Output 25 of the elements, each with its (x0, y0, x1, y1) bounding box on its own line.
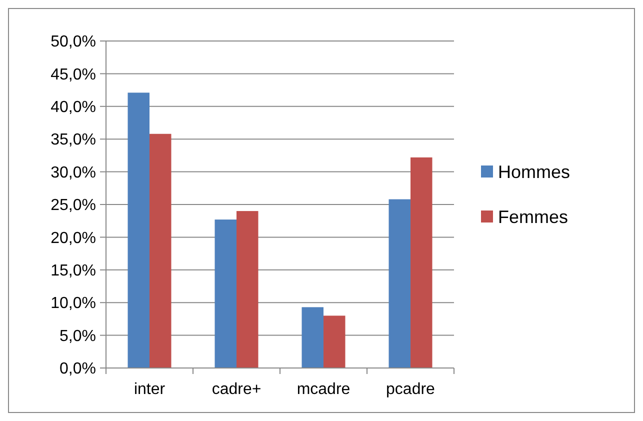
bar (410, 157, 432, 368)
x-tick-label: mcadre (296, 381, 350, 398)
y-tick-label: 15,0% (50, 262, 96, 280)
x-tick-label: pcadre (386, 381, 436, 398)
y-tick-label: 10,0% (50, 295, 96, 312)
y-tick-label: 5,0% (60, 328, 96, 345)
y-tick-label: 0,0% (60, 360, 96, 378)
y-tick-label: 25,0% (50, 197, 96, 214)
y-tick-label: 30,0% (50, 164, 96, 182)
y-tick-label: 45,0% (50, 66, 96, 84)
bar (150, 134, 172, 368)
legend-label: Hommes (498, 162, 570, 182)
bar (128, 92, 150, 368)
x-tick-label: cadre+ (212, 381, 262, 398)
bar (214, 220, 236, 368)
y-tick-label: 40,0% (50, 99, 96, 116)
bar (236, 211, 258, 368)
bar (388, 199, 410, 368)
legend-label: Femmes (498, 206, 568, 227)
bar (324, 316, 346, 368)
y-tick-label: 35,0% (50, 132, 96, 149)
bar (302, 307, 324, 368)
y-tick-label: 20,0% (50, 230, 96, 247)
x-tick-label: inter (134, 381, 166, 398)
y-tick-label: 50,0% (50, 34, 96, 51)
